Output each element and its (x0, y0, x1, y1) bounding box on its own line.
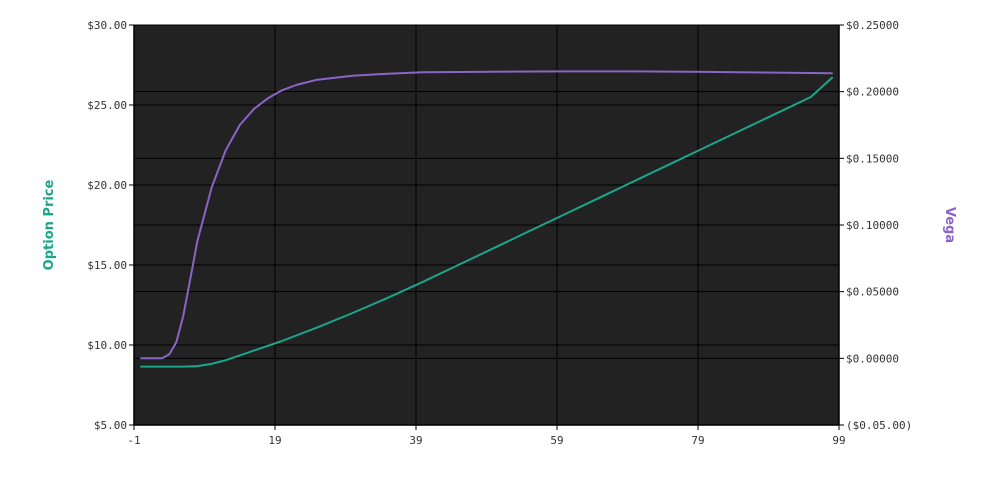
x-tick-label: 99 (832, 434, 845, 447)
y-axis-right-title: Vega (942, 207, 957, 243)
x-tick-label: -1 (127, 434, 140, 447)
axes (129, 24, 844, 430)
x-tick-label: 79 (691, 434, 704, 447)
y-right-tick-label: $0.10000 (846, 219, 899, 232)
tick-labels: -1 19 39 59 79 99 $5.00 $10.00 $15.00 $20.00 $25.0… (87, 19, 912, 447)
y-right-tick-label: $0.20000 (846, 86, 899, 99)
vega-line (140, 70, 833, 360)
x-tick-label: 19 (268, 434, 281, 447)
y-left-tick-label: $10.00 (87, 339, 127, 352)
y-axis-left-title: Option Price (42, 179, 57, 270)
series-layer (140, 70, 833, 368)
option-price-line (140, 76, 833, 368)
gridlines (133, 24, 840, 426)
y-left-tick-label: $25.00 (87, 99, 127, 112)
y-right-tick-label: $0.05000 (846, 286, 899, 299)
y-right-tick-label: $0.25000 (846, 19, 899, 32)
y-left-tick-label: $15.00 (87, 259, 127, 272)
y-left-tick-label: $20.00 (87, 179, 127, 192)
y-right-tick-label: ($0.05.00) (846, 419, 912, 432)
y-right-tick-label: $0.00000 (846, 352, 899, 365)
x-tick-label: 39 (409, 434, 422, 447)
y-left-tick-label: $5.00 (94, 419, 127, 432)
y-right-tick-label: $0.15000 (846, 152, 899, 165)
x-tick-label: 59 (550, 434, 563, 447)
y-left-tick-label: $30.00 (87, 19, 127, 32)
